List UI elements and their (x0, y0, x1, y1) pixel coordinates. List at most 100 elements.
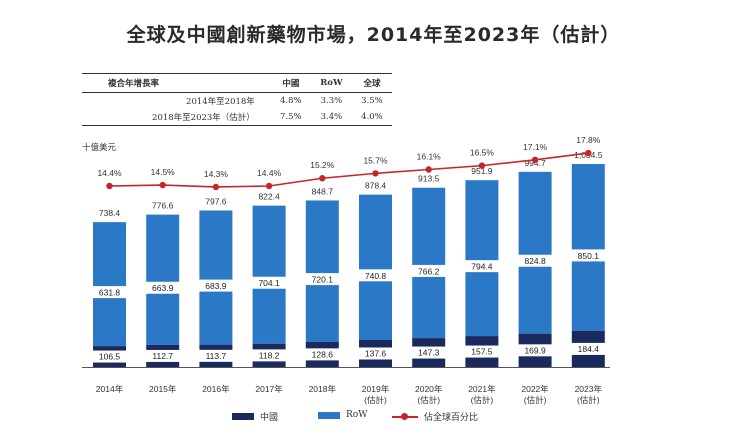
bar-row-label: 850.1 (578, 251, 600, 261)
bar-china-label: 113.7 (206, 351, 227, 361)
cagr-value: 3.4% (310, 109, 352, 126)
legend-global-swatch (392, 413, 418, 420)
bar-row-label-box (305, 273, 340, 286)
bar-china-label-box (464, 345, 499, 358)
bar-china-label: 169.9 (524, 345, 546, 355)
line-point-label: 14.5% (151, 167, 176, 177)
bar-china-label-box (198, 349, 233, 362)
x-tick-label: 2023年 (575, 384, 603, 394)
bar-row (571, 164, 605, 331)
legend-china-label: 中國 (260, 413, 279, 423)
x-tick-label: (估計) (471, 395, 494, 405)
bar-china-label-box (411, 346, 446, 359)
bar-total-label: 738.4 (99, 208, 121, 218)
line-point (425, 166, 432, 173)
cagr-header: 中國 (270, 73, 311, 93)
bar-row (199, 210, 233, 345)
line-point (478, 162, 486, 169)
bar-row-label-box (464, 260, 499, 273)
bar-china-label-box (252, 349, 287, 362)
bar-row-label-box (92, 286, 127, 299)
x-tick-label: 2020年 (415, 384, 443, 394)
line-global-share (109, 152, 589, 188)
bar-row (93, 222, 126, 347)
line-point (212, 183, 220, 191)
bar-row (412, 187, 446, 339)
bar-row (465, 180, 499, 337)
bar-china-label: 118.2 (259, 350, 280, 360)
bar-row-label: 824.8 (524, 256, 546, 266)
bar-row-label: 740.8 (365, 271, 387, 281)
bar-row (518, 171, 552, 334)
line-point (372, 170, 379, 177)
line-point (319, 175, 326, 182)
x-tick-label: (估計) (417, 395, 440, 405)
bar-row-label: 683.9 (205, 281, 227, 291)
bar-row-label-box (571, 249, 606, 262)
bar-row-label-box (518, 254, 553, 267)
cagr-period: 2018年至2023年（估計） (82, 109, 271, 126)
bar-china-label: 157.5 (471, 347, 493, 357)
line-point (106, 182, 113, 190)
bar-china-label-box (305, 348, 340, 361)
cagr-header: 複合年增長率 (82, 73, 271, 93)
bar-row-label-box (145, 281, 180, 294)
line-point (265, 182, 273, 190)
bar-china-label: 137.6 (365, 348, 387, 358)
legend-row-label: RoW (346, 410, 368, 420)
bar-row (252, 205, 286, 344)
cagr-header: 全球 (351, 73, 392, 93)
line-point-label: 15.7% (363, 155, 388, 165)
bar-china-label-box (518, 344, 553, 357)
bar-china-label-box (358, 347, 393, 360)
bar-china-label: 106.5 (99, 352, 121, 362)
cagr-header: RoW (310, 73, 352, 93)
line-point-label: 16.1% (417, 152, 442, 162)
x-tick-label: 2022年 (521, 384, 549, 394)
x-tick-label: (估計) (364, 395, 387, 405)
x-tick-label: 2017年 (255, 384, 283, 394)
bar-row-label: 663.9 (152, 283, 174, 293)
bar-total-label: 797.6 (205, 196, 227, 206)
bar-china-label-box (92, 350, 127, 363)
bar-row (359, 194, 392, 340)
x-tick-label: 2014年 (96, 384, 124, 394)
cagr-value: 7.5% (270, 109, 311, 126)
bar-total-label: 848.7 (312, 186, 334, 196)
bar-row (146, 214, 180, 345)
legend-row: RoW (318, 410, 367, 420)
cagr-row: 2014年至2018年 4.8% 3.3% 3.5% (82, 93, 392, 110)
bar-total-label: 913.5 (418, 174, 440, 184)
page-title: 全球及中國創新藥物市場，2014年至2023年（估計） (126, 24, 621, 46)
legend-china-swatch (232, 413, 254, 420)
legend-global-label: 佔全球百分比 (424, 413, 479, 423)
cagr-value: 3.3% (320, 96, 343, 106)
bar-total-label: 878.4 (365, 181, 387, 191)
line-point-label: 17.8% (576, 135, 601, 145)
bar-row-label-box (358, 269, 393, 282)
bar-china-label: 112.7 (152, 351, 173, 361)
bar-row-label-box (411, 264, 446, 277)
bar-row-label-box (198, 279, 233, 292)
line-point (159, 181, 166, 189)
x-tick-label: (估計) (577, 395, 600, 405)
bar-row-label: 720.1 (312, 275, 334, 285)
x-tick-label: 2015年 (149, 384, 177, 394)
legend-global: 佔全球百分比 (392, 410, 478, 423)
cagr-value: 3.5% (361, 96, 383, 106)
bar-total-label: 951.9 (471, 166, 493, 176)
bar-row-label: 794.4 (471, 262, 493, 272)
bar-row-label: 766.2 (418, 266, 440, 276)
cagr-header-row: 複合年增長率 中國 RoW 全球 (82, 73, 392, 93)
line-point-label: 15.2% (310, 160, 335, 170)
line-point (531, 156, 539, 164)
x-tick-label: 2016年 (202, 384, 230, 394)
bar-china-label: 184.4 (578, 344, 600, 354)
cagr-period: 2014年至2018年 (186, 97, 255, 107)
bar-china-label-box (145, 349, 180, 362)
x-tick-label: 2019年 (362, 384, 390, 394)
bar-china-label: 128.6 (312, 349, 334, 359)
bar-row-label-box (252, 276, 287, 289)
bar-row-label: 631.8 (99, 288, 121, 298)
x-tick-label: (估計) (524, 395, 547, 405)
